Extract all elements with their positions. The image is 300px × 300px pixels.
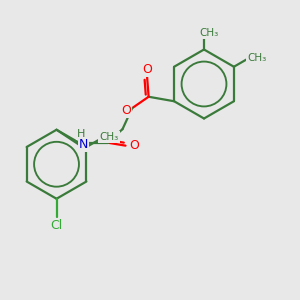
- Text: H: H: [77, 129, 86, 139]
- Text: CH₃: CH₃: [100, 132, 119, 142]
- Text: Cl: Cl: [50, 219, 63, 232]
- Text: O: O: [129, 139, 139, 152]
- Text: CH₃: CH₃: [247, 53, 266, 64]
- Text: CH₃: CH₃: [200, 28, 219, 38]
- Text: N: N: [79, 138, 88, 151]
- Text: O: O: [121, 104, 131, 117]
- Text: O: O: [142, 63, 152, 76]
